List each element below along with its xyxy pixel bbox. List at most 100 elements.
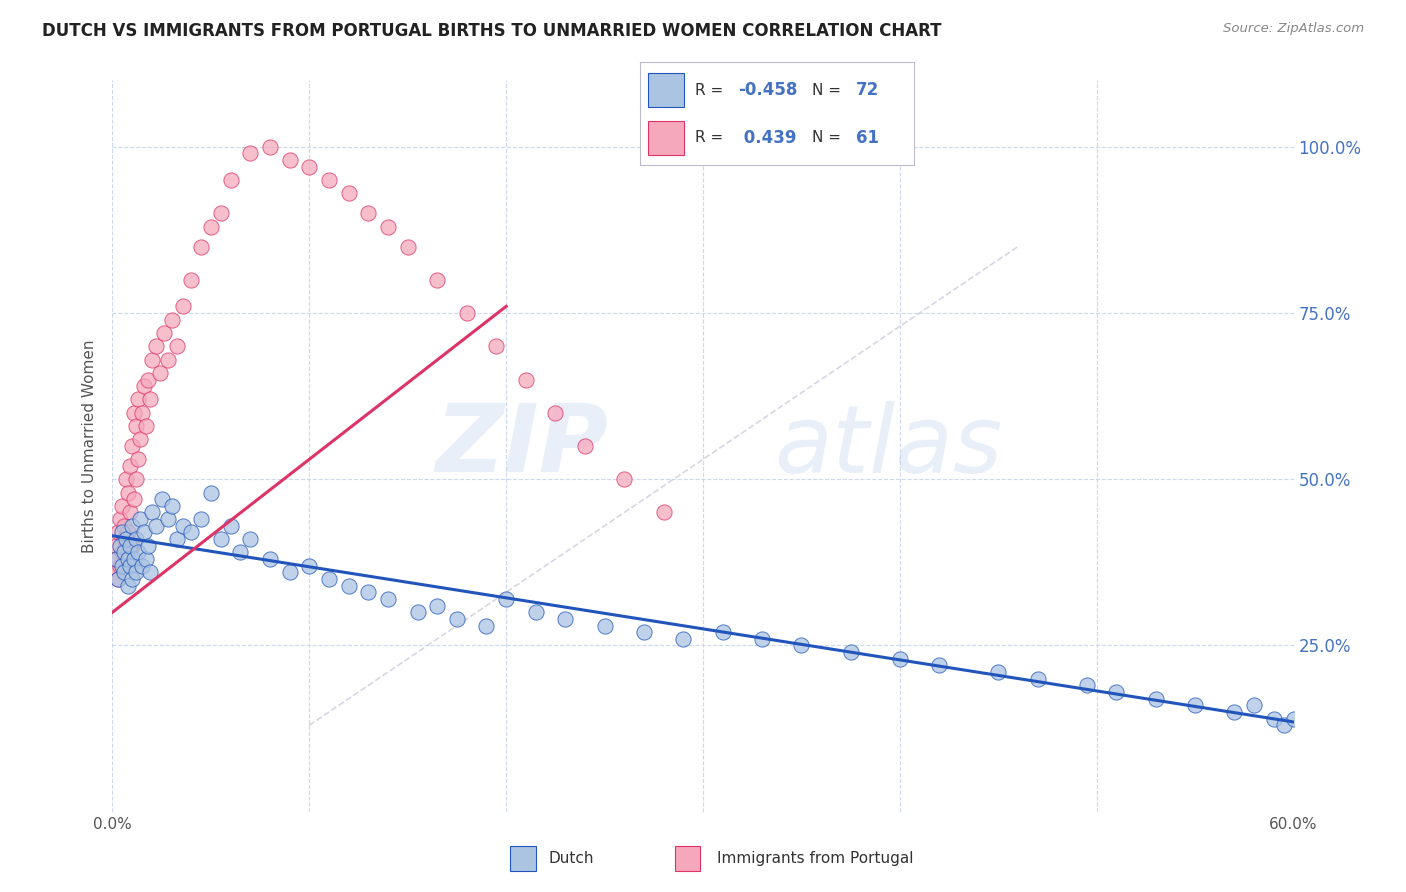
Point bbox=[117, 579, 139, 593]
Point bbox=[127, 452, 149, 467]
Point bbox=[1243, 698, 1265, 713]
Point bbox=[156, 352, 179, 367]
Point bbox=[121, 439, 143, 453]
Point bbox=[141, 506, 163, 520]
Text: 61: 61 bbox=[856, 128, 879, 147]
Point bbox=[125, 566, 148, 580]
Point bbox=[172, 518, 194, 533]
Point bbox=[110, 512, 132, 526]
Point bbox=[209, 206, 232, 220]
Point bbox=[129, 512, 152, 526]
Text: R =: R = bbox=[695, 130, 728, 145]
Point bbox=[1282, 712, 1305, 726]
Text: Source: ZipAtlas.com: Source: ZipAtlas.com bbox=[1223, 22, 1364, 36]
Point bbox=[111, 545, 134, 559]
Point bbox=[1144, 691, 1167, 706]
Point bbox=[139, 392, 162, 407]
Point bbox=[446, 612, 468, 626]
Point bbox=[156, 512, 179, 526]
FancyBboxPatch shape bbox=[648, 73, 683, 106]
Point bbox=[125, 532, 148, 546]
Point bbox=[117, 552, 139, 566]
Point bbox=[136, 539, 159, 553]
Point bbox=[751, 632, 773, 646]
Point bbox=[112, 566, 135, 580]
Point bbox=[172, 299, 194, 313]
Point bbox=[120, 539, 142, 553]
Point bbox=[426, 273, 449, 287]
Point bbox=[152, 326, 174, 340]
Point bbox=[132, 379, 155, 393]
Point bbox=[1223, 705, 1246, 719]
Point bbox=[652, 506, 675, 520]
Point bbox=[377, 219, 399, 234]
Point bbox=[1263, 712, 1285, 726]
Point bbox=[554, 612, 576, 626]
Point bbox=[117, 525, 139, 540]
Point bbox=[121, 539, 143, 553]
Point bbox=[219, 173, 242, 187]
Point bbox=[1272, 718, 1295, 732]
Point bbox=[121, 572, 143, 586]
Point bbox=[1184, 698, 1206, 713]
Point bbox=[278, 153, 301, 167]
Point bbox=[125, 419, 148, 434]
Point bbox=[318, 173, 340, 187]
Point bbox=[790, 639, 813, 653]
Point bbox=[107, 572, 129, 586]
Point bbox=[180, 273, 202, 287]
Text: Dutch: Dutch bbox=[548, 851, 593, 866]
Point bbox=[115, 532, 138, 546]
Text: Immigrants from Portugal: Immigrants from Portugal bbox=[717, 851, 914, 866]
Point bbox=[180, 525, 202, 540]
Point bbox=[122, 552, 145, 566]
FancyBboxPatch shape bbox=[648, 121, 683, 155]
Point bbox=[135, 552, 157, 566]
Point bbox=[112, 545, 135, 559]
Point bbox=[318, 572, 340, 586]
Text: -0.458: -0.458 bbox=[738, 81, 797, 99]
Point bbox=[377, 591, 399, 606]
Point bbox=[145, 518, 167, 533]
Point bbox=[524, 605, 547, 619]
Point bbox=[298, 558, 321, 573]
Point bbox=[259, 552, 281, 566]
Point bbox=[131, 406, 153, 420]
Point bbox=[107, 572, 129, 586]
Point bbox=[889, 652, 911, 666]
Point bbox=[150, 492, 173, 507]
Point bbox=[278, 566, 301, 580]
Text: N =: N = bbox=[813, 130, 846, 145]
Point bbox=[132, 525, 155, 540]
Point bbox=[111, 525, 134, 540]
Point bbox=[141, 352, 163, 367]
Point bbox=[160, 312, 183, 326]
Text: 0.439: 0.439 bbox=[738, 128, 797, 147]
Point bbox=[110, 539, 132, 553]
Point bbox=[406, 605, 429, 619]
Point bbox=[1105, 685, 1128, 699]
Point bbox=[107, 525, 129, 540]
Text: R =: R = bbox=[695, 83, 728, 97]
Point bbox=[112, 518, 135, 533]
Point bbox=[239, 146, 262, 161]
Text: 72: 72 bbox=[856, 81, 880, 99]
Point bbox=[129, 433, 152, 447]
Point bbox=[613, 472, 636, 486]
Point bbox=[117, 485, 139, 500]
Point bbox=[839, 645, 862, 659]
Point bbox=[135, 419, 157, 434]
Point bbox=[672, 632, 695, 646]
Point bbox=[136, 372, 159, 386]
Point bbox=[495, 591, 517, 606]
Point bbox=[103, 566, 125, 580]
Point bbox=[120, 458, 142, 473]
Point bbox=[928, 658, 950, 673]
Point bbox=[122, 492, 145, 507]
Point bbox=[127, 545, 149, 559]
Point bbox=[125, 472, 148, 486]
Point bbox=[105, 552, 128, 566]
Point bbox=[120, 506, 142, 520]
Point bbox=[396, 239, 419, 253]
Point bbox=[259, 140, 281, 154]
